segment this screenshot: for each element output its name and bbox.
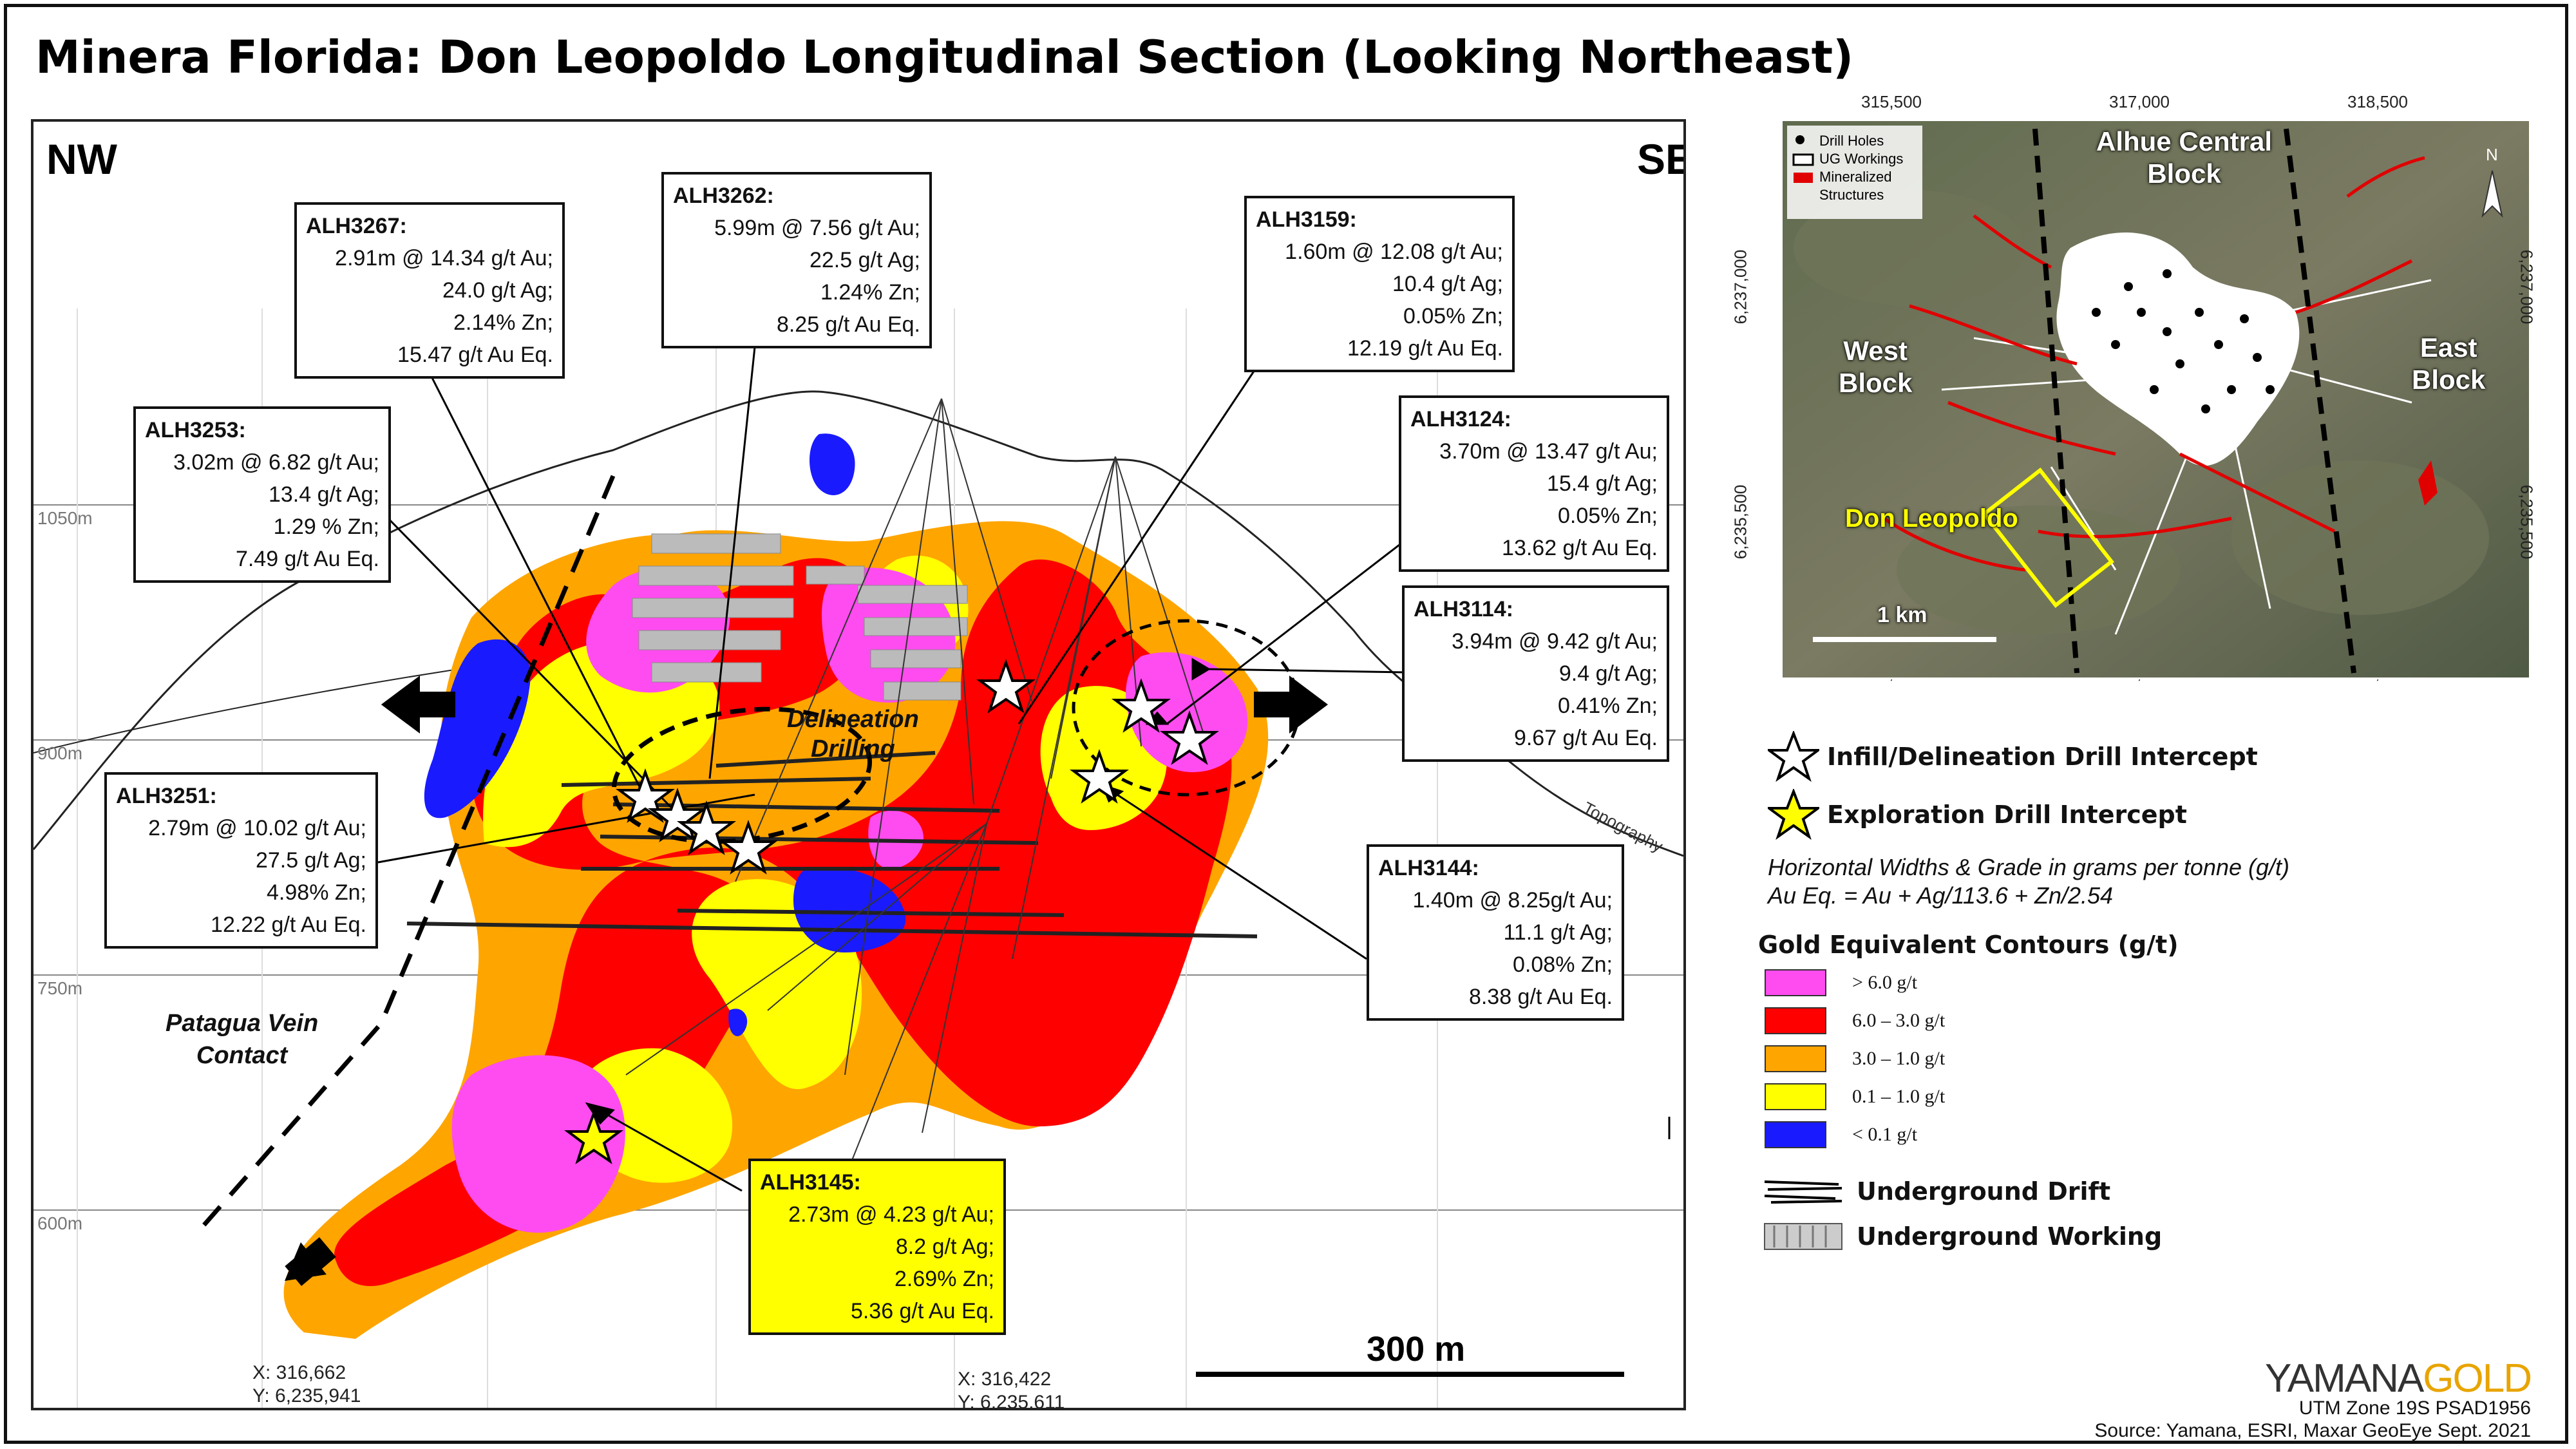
contour-item: > 6.0 g/t	[1765, 969, 1945, 996]
star-icon	[976, 659, 1036, 714]
contour-legend: > 6.0 g/t 6.0 – 3.0 g/t 3.0 – 1.0 g/t 0.…	[1765, 969, 1945, 1159]
map-drawing	[1781, 119, 2531, 679]
legend-drift: Underground Drift	[1761, 1175, 2110, 1208]
contour-swatch	[1765, 1045, 1826, 1072]
legend-note: Horizontal Widths & Grade in grams per t…	[1768, 854, 2290, 909]
star-icon	[1070, 749, 1129, 804]
map-frame: Drill Holes UG Workings Mineralized Struct…	[1781, 119, 2531, 679]
contour-swatch	[1765, 969, 1826, 996]
infill-star-markers	[616, 659, 1219, 875]
intercept-alh3144: ALH3144: 1.40m @ 8.25g/t Au; 11.1 g/t Ag;…	[1367, 844, 1624, 1021]
patagua-vein-contact	[193, 475, 616, 1238]
contour-item: 0.1 – 1.0 g/t	[1765, 1083, 1945, 1110]
map-tick-top: 317,000	[2109, 92, 2170, 111]
legend-infill: Infill/Delineation Drill Intercept	[1768, 731, 2258, 782]
map-legend: Drill Holes UG Workings Mineralized Struct…	[1819, 133, 1904, 203]
leader-lines	[377, 346, 1406, 1192]
map-tick-left: 6,237,000	[1730, 249, 1750, 325]
map-scale-label: 1 km	[1877, 603, 1927, 627]
longitudinal-section: NW SE 1050m 900m 750m 600m X: 316,662Y: …	[31, 119, 1686, 1410]
west-block-label: West Block	[1839, 336, 1913, 398]
coord-nw: X: 316,662 Y: 6,235,941	[252, 1362, 361, 1406]
legend-exploration: Exploration Drill Intercept	[1768, 789, 2187, 840]
patagua-label: Patagua Vein Contact	[166, 1010, 319, 1069]
star-icon	[616, 768, 675, 823]
intercept-alh3124: ALH3124: 3.70m @ 13.47 g/t Au; 15.4 g/t A…	[1399, 395, 1669, 572]
intercept-alh3159: ALH3159: 1.60m @ 12.08 g/t Au; 10.4 g/t A…	[1244, 196, 1515, 372]
yamana-gold-logo: YAMANAGOLD	[2265, 1356, 2532, 1401]
elevation-1050: 1050m	[37, 508, 93, 528]
nw-label: NW	[46, 135, 117, 183]
contour-swatch	[1765, 1121, 1826, 1148]
working-icon	[1764, 1223, 1842, 1250]
exploration-star-icon	[564, 1110, 623, 1164]
contour-swatch	[1765, 1083, 1826, 1110]
contour-item: < 0.1 g/t	[1765, 1121, 1945, 1148]
se-label: SE	[1637, 135, 1683, 183]
intercept-alh3262: ALH3262: 5.99m @ 7.56 g/t Au; 22.5 g/t Ag…	[661, 172, 932, 348]
contours-title: Gold Equivalent Contours (g/t)	[1758, 931, 2179, 959]
intercept-alh3145: ALH3145: 2.73m @ 4.23 g/t Au; 8.2 g/t Ag;…	[748, 1159, 1006, 1335]
elevation-750: 750m	[37, 978, 83, 998]
figure-frame	[4, 4, 2568, 1444]
source-label: Source: Yamana, ESRI, Maxar GeoEye Sept.…	[2094, 1420, 2531, 1441]
utm-label: UTM Zone 19S PSAD1956	[2298, 1397, 2531, 1419]
drift-icon	[1764, 1180, 1842, 1204]
yellow-star-icon	[1768, 789, 1819, 840]
east-block-label: East Block	[2412, 332, 2486, 395]
drill-holes	[625, 398, 1206, 1179]
elevation-600: 600m	[37, 1213, 83, 1233]
map-tick-top: 318,500	[2347, 92, 2408, 111]
figure-title: Minera Florida: Don Leopoldo Longitudina…	[35, 31, 1854, 84]
map-tick-right: 6,237,000	[2517, 249, 2537, 325]
north-label: N	[2486, 145, 2498, 164]
white-star-icon	[1768, 731, 1819, 782]
intercept-alh3253: ALH3253: 3.02m @ 6.82 g/t Au; 13.4 g/t Ag…	[133, 406, 391, 583]
underground-workings	[632, 533, 968, 701]
star-icon	[648, 788, 707, 842]
intercept-alh3114: ALH3114: 3.94m @ 9.42 g/t Au; 9.4 g/t Ag;…	[1402, 585, 1669, 762]
don-leopoldo-label: Don Leopoldo	[1845, 504, 2018, 533]
intercept-alh3251: ALH3251: 2.79m @ 10.02 g/t Au; 27.5 g/t A…	[104, 772, 378, 949]
star-icon	[719, 820, 778, 875]
star-icon	[1112, 678, 1171, 733]
map-tick-right: 6,235,500	[2517, 484, 2537, 560]
contour-swatch	[1765, 1007, 1826, 1034]
coord-se: X: 316,422 Y: 6,235,611	[958, 1368, 1065, 1410]
elevation-900: 900m	[37, 743, 83, 763]
contour-item: 3.0 – 1.0 g/t	[1765, 1045, 1945, 1072]
scale-label: 300 m	[1367, 1330, 1466, 1368]
alhue-central-block-label: Alhue Central Block	[2096, 126, 2273, 189]
trend-arrows	[285, 676, 1328, 1286]
legend-working: Underground Working	[1761, 1220, 2162, 1253]
map-tick-left: 6,235,500	[1730, 484, 1750, 560]
star-icon	[677, 800, 736, 855]
star-icon	[1160, 710, 1219, 765]
delineation-label: Delineation Drilling	[787, 706, 919, 762]
contour-item: 6.0 – 3.0 g/t	[1765, 1007, 1945, 1034]
map-tick-top: 315,500	[1861, 92, 1922, 111]
intercept-alh3267: ALH3267: 2.91m @ 14.34 g/t Au; 24.0 g/t A…	[294, 202, 565, 379]
location-map: 315,500 317,000 318,500 315,500 317,000 …	[1730, 92, 2536, 683]
